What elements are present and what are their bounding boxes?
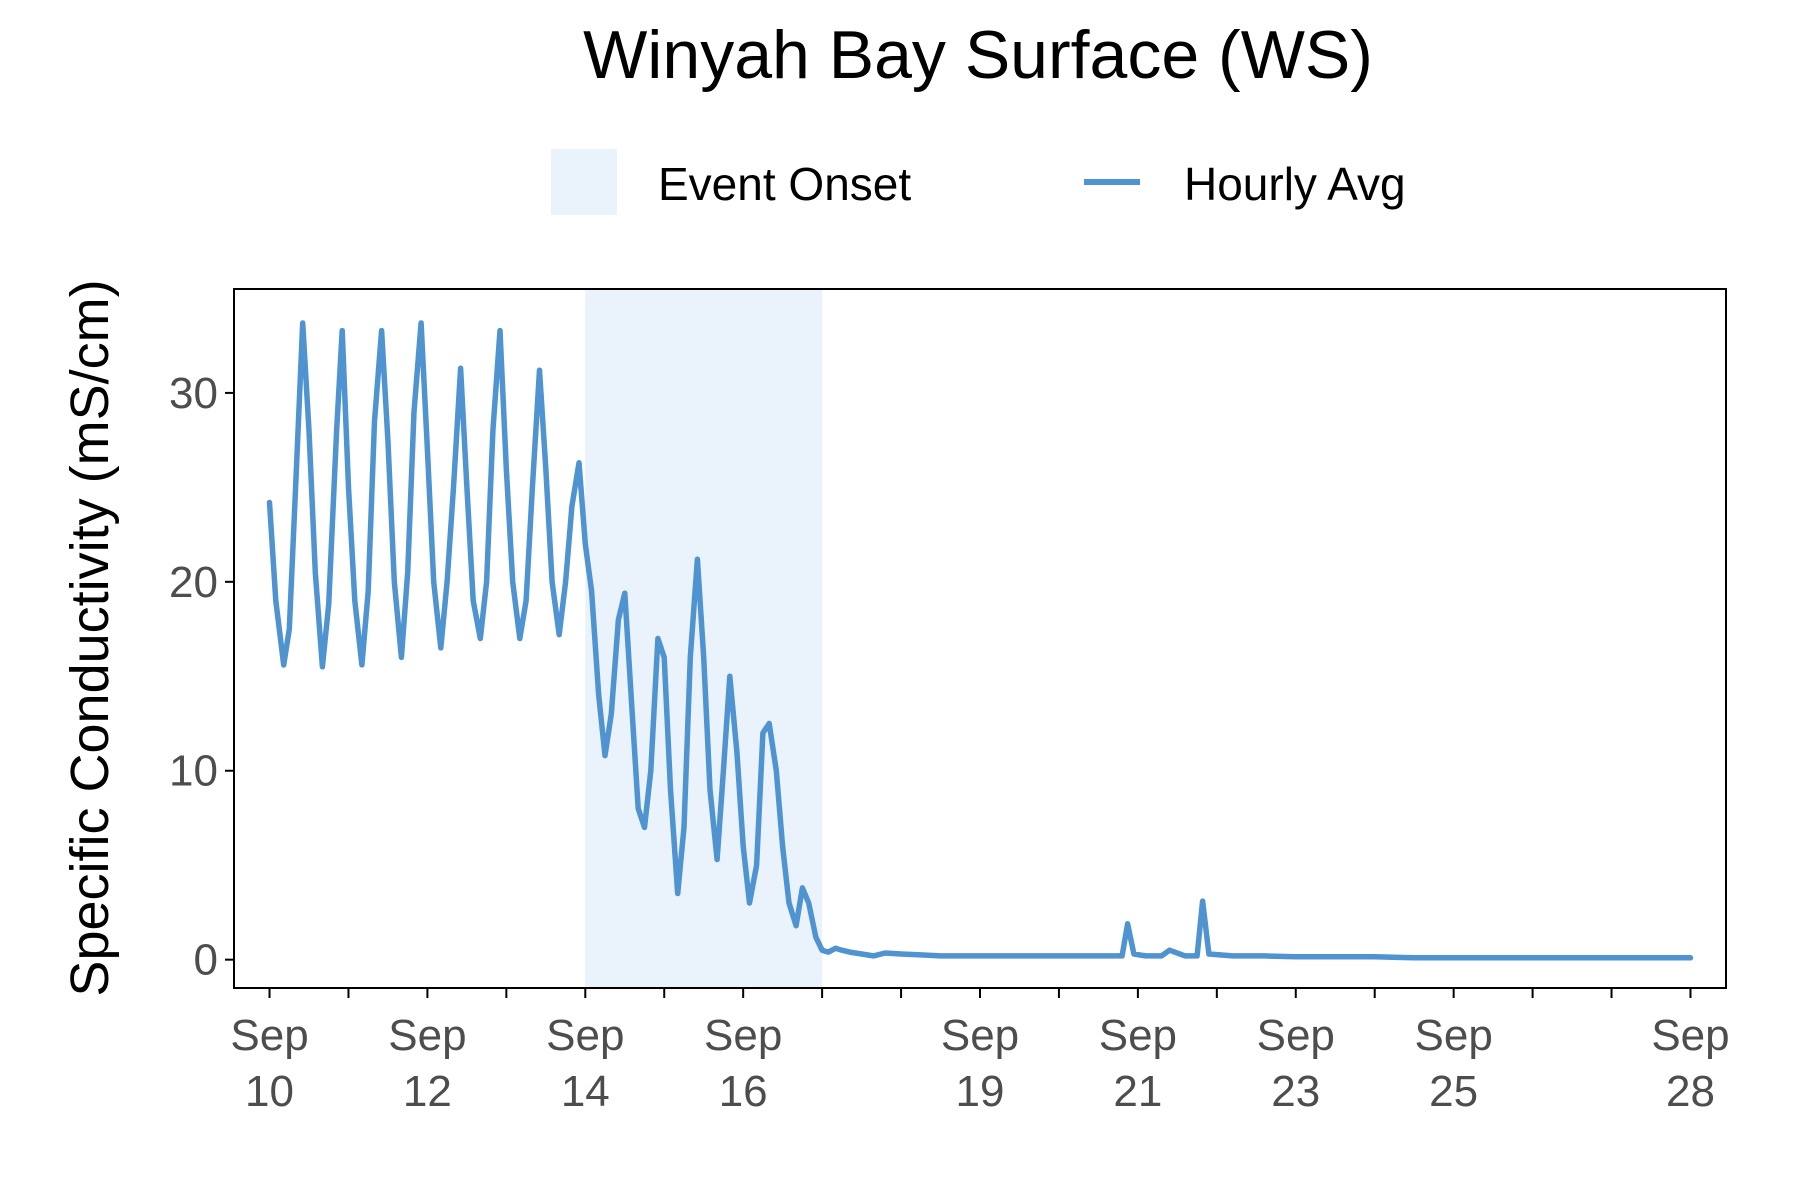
x-tick-label: Sep 23 — [1257, 1011, 1335, 1116]
x-tick-label: Sep 14 — [546, 1011, 624, 1116]
legend-event-onset-label: Event Onset — [658, 158, 911, 210]
y-tick-label: 10 — [169, 747, 218, 796]
x-tick-label: Sep 19 — [941, 1011, 1019, 1116]
x-axis: Sep 10 Sep 12 Sep 14 Sep 16 Sep 19 Sep 21 Sep 23 Sep 25… — [230, 988, 1730, 1116]
y-axis-label: Specific Conductivity (mS/cm) — [60, 279, 120, 996]
chart-title: Winyah Bay Surface (WS) — [583, 17, 1373, 93]
x-tick-label: Sep 21 — [1099, 1011, 1177, 1116]
x-tick-label: Sep 12 — [388, 1011, 466, 1116]
plot-area — [233, 288, 1727, 989]
x-tick-label: Sep 28 — [1651, 1011, 1729, 1116]
series-line-hourly-avg — [266, 320, 1694, 961]
legend-hourly-avg-label: Hourly Avg — [1184, 158, 1406, 210]
y-axis: 0 10 20 30 — [169, 369, 234, 985]
y-tick-label: 0 — [194, 936, 218, 985]
x-tick-label: Sep 10 — [230, 1011, 308, 1116]
x-tick-label: Sep 16 — [704, 1011, 782, 1116]
legend-event-onset-swatch — [551, 149, 617, 215]
y-tick-label: 20 — [169, 558, 218, 607]
legend: Event Onset Hourly Avg — [551, 149, 1406, 215]
x-tick-label: Sep 25 — [1415, 1011, 1493, 1116]
y-tick-label: 30 — [169, 369, 218, 418]
